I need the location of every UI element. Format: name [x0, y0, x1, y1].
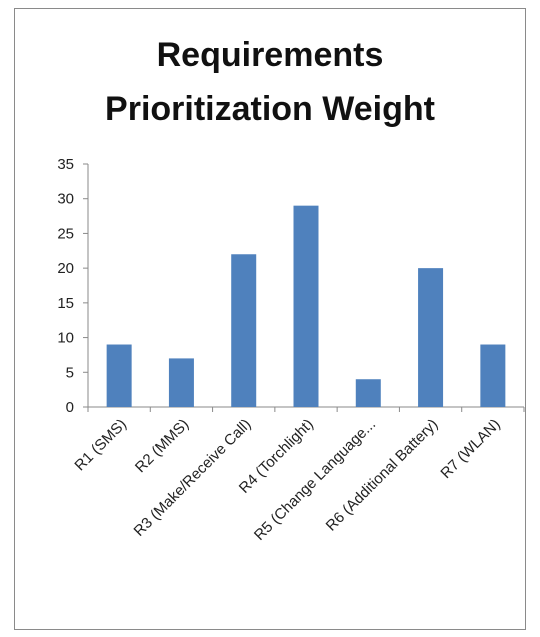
- x-tick-label: R2 (MMS): [132, 416, 192, 476]
- bar: [418, 268, 444, 407]
- x-tick-label: R6 (Additional Battery): [323, 416, 442, 535]
- chart-category-labels: R1 (SMS) R2 (MMS)R3 (Make/Receive Call)R4…: [71, 416, 503, 544]
- chart-title: Requirements Prioritization Weight: [14, 28, 526, 136]
- chart-title-line-1: Requirements: [156, 36, 384, 74]
- x-tick-label: R5 (Change Language...: [251, 416, 379, 544]
- bar: [355, 379, 381, 407]
- bar: [106, 344, 132, 407]
- bar: [293, 205, 319, 407]
- x-tick-label: R7 (WLAN): [437, 416, 503, 482]
- chart-title-line-2: Prioritization Weight: [105, 90, 435, 128]
- y-tick-label: 25: [57, 225, 74, 242]
- bar: [480, 344, 506, 407]
- bar: [231, 254, 257, 407]
- y-tick-label: 0: [66, 399, 74, 416]
- chart-bars: [106, 205, 506, 407]
- y-tick-label: 20: [57, 260, 74, 277]
- y-tick-label: 10: [57, 330, 74, 347]
- x-tick-label: R3 (Make/Receive Call): [131, 416, 255, 540]
- y-tick-label: 30: [57, 191, 74, 208]
- x-tick-label: R1 (SMS): [71, 416, 130, 475]
- bar: [168, 358, 194, 407]
- y-tick-label: 15: [57, 295, 74, 312]
- y-tick-label: 5: [66, 364, 74, 381]
- chart-axes: 0 5 10 15 20 25 30 35: [57, 156, 525, 416]
- y-tick-label: 35: [57, 156, 74, 173]
